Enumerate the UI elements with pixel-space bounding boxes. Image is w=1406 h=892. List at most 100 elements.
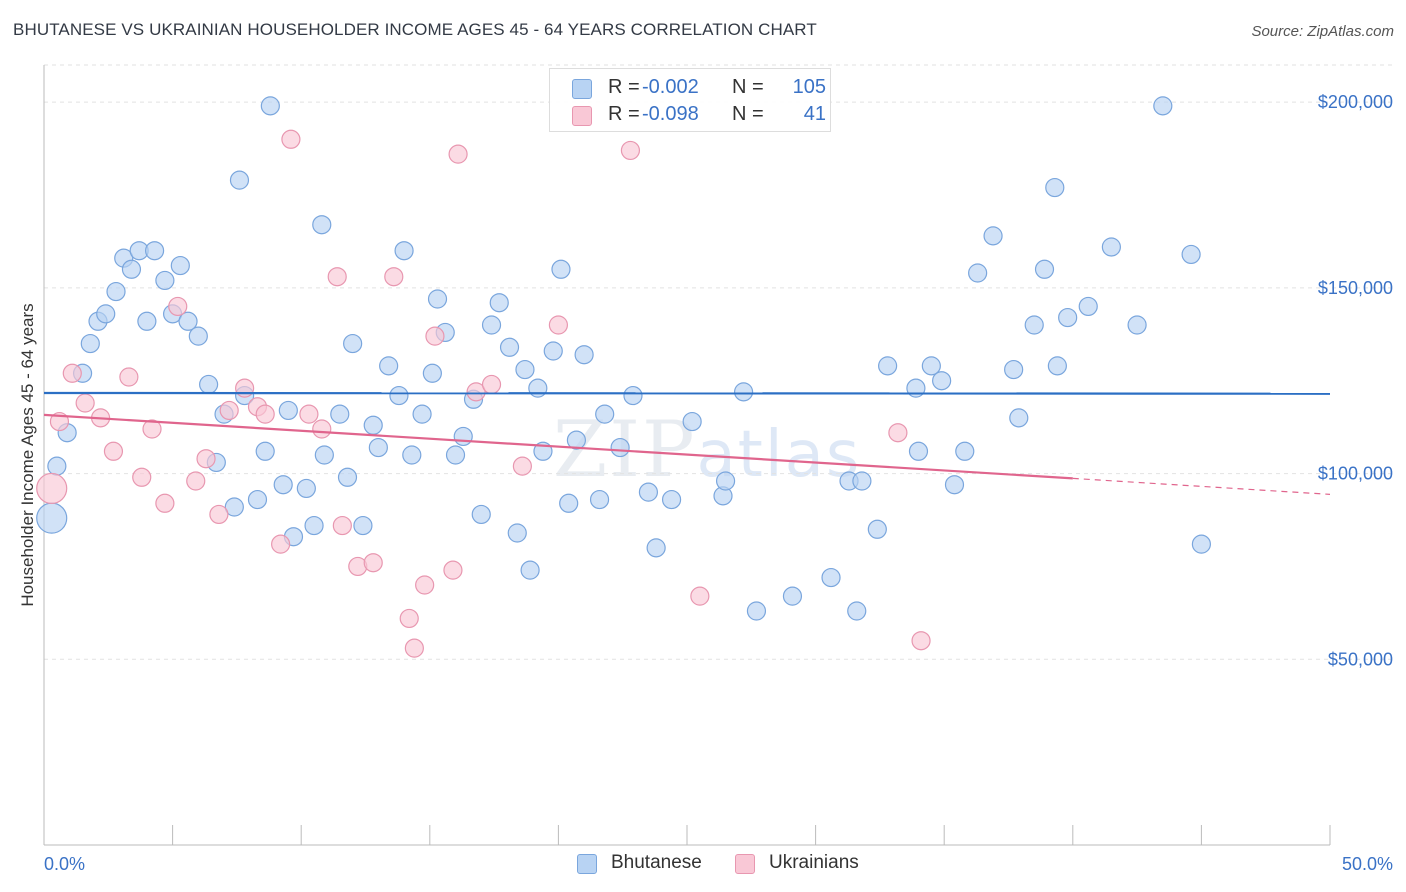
data-point-bhutanese <box>589 489 610 510</box>
data-point-bhutanese <box>260 96 280 116</box>
data-point-ukrainians <box>168 296 188 317</box>
data-point-bhutanese <box>96 304 116 324</box>
data-point-bhutanese <box>847 601 867 621</box>
data-point-ukrainians <box>911 631 931 651</box>
data-point-bhutanese <box>1181 244 1201 265</box>
data-point-bhutanese <box>1153 96 1173 116</box>
data-point-bhutanese <box>520 560 540 580</box>
data-point-bhutanese <box>610 437 630 458</box>
data-point-ukrainians <box>425 326 445 346</box>
data-point-bhutanese <box>330 404 350 424</box>
data-point-bhutanese <box>1191 534 1212 554</box>
data-point-bhutanese <box>1058 307 1078 328</box>
data-point-ukrainians <box>312 419 332 439</box>
data-point-bhutanese <box>595 404 615 424</box>
data-point-bhutanese <box>224 497 244 517</box>
data-point-bhutanese <box>379 356 399 376</box>
y-tick-label: $100,000 <box>1318 464 1393 484</box>
grid-lines <box>44 64 1395 660</box>
data-point-bhutanese <box>137 311 157 331</box>
data-point-ukrainians <box>155 493 175 513</box>
data-point-ukrainians <box>690 586 710 606</box>
data-point-bhutanese <box>1047 356 1067 376</box>
data-point-bhutanese <box>821 567 841 588</box>
data-point-bhutanese <box>1034 259 1055 279</box>
data-point-bhutanese <box>968 263 988 283</box>
data-point-ukrainians <box>481 374 502 395</box>
data-point-bhutanese <box>273 475 293 495</box>
data-point-bhutanese <box>908 441 929 461</box>
data-point-ukrainians <box>327 267 347 287</box>
series-bhutanese <box>36 96 1212 621</box>
y-tick-label: $200,000 <box>1318 92 1393 112</box>
data-point-bhutanese <box>489 293 509 313</box>
data-point-bhutanese <box>623 385 643 406</box>
y-tick-label: $150,000 <box>1318 278 1393 298</box>
data-point-ukrainians <box>404 638 424 658</box>
data-point-bhutanese <box>867 519 887 539</box>
data-point-bhutanese <box>106 281 126 302</box>
data-point-bhutanese <box>229 170 250 190</box>
data-point-ukrainians <box>448 144 468 164</box>
data-point-bhutanese <box>178 311 198 331</box>
tick-labels: $50,000 $100,000 $150,000 $200,000 0.0% 50.0% <box>44 92 1393 874</box>
data-point-bhutanese <box>559 493 579 513</box>
data-point-ukrainians <box>119 367 139 387</box>
data-point-bhutanese <box>1009 408 1029 428</box>
data-point-bhutanese <box>343 333 363 354</box>
data-point-bhutanese <box>566 430 587 450</box>
data-point-bhutanese <box>955 441 975 461</box>
data-point-ukrainians <box>363 553 383 573</box>
data-point-ukrainians <box>132 467 152 487</box>
data-point-bhutanese <box>353 515 373 536</box>
legend-swatch-ukrainians <box>572 106 592 126</box>
x-tick-label: 0.0% <box>44 854 85 874</box>
data-point-bhutanese <box>499 337 520 357</box>
data-point-bhutanese <box>255 441 275 461</box>
data-point-bhutanese <box>746 601 767 621</box>
legend-swatch-bhutanese <box>572 79 592 99</box>
data-point-bhutanese <box>188 326 208 346</box>
data-point-bhutanese <box>1127 315 1147 335</box>
data-point-ukrainians <box>75 393 95 413</box>
axes <box>43 65 1331 846</box>
legend-r-label: R = <box>608 103 640 125</box>
data-point-bhutanese <box>733 382 754 402</box>
data-point-ukrainians <box>142 419 162 439</box>
data-point-bhutanese <box>144 241 165 261</box>
data-point-bhutanese <box>247 489 268 510</box>
data-point-bhutanese <box>515 359 535 380</box>
data-point-bhutanese <box>782 586 803 606</box>
data-point-bhutanese <box>471 504 491 525</box>
data-point-bhutanese <box>368 437 388 458</box>
legend-n-label: N = <box>732 76 764 98</box>
data-point-bhutanese <box>445 445 466 465</box>
watermark: ZIPatlas <box>553 405 861 495</box>
data-point-bhutanese <box>314 445 334 465</box>
data-point-bhutanese <box>682 411 702 432</box>
data-point-ukrainians <box>415 575 435 595</box>
trend-line-bhutanese <box>43 391 1331 395</box>
data-point-ukrainians <box>219 400 239 421</box>
data-point-bhutanese <box>646 538 666 558</box>
source-note: Source: ZipAtlas.com <box>1251 23 1394 40</box>
data-point-bhutanese <box>574 345 594 365</box>
data-point-bhutanese <box>1024 315 1044 335</box>
legend-r-value: -0.002 <box>642 76 699 98</box>
data-point-ukrainians <box>281 129 301 149</box>
y-tick-label: $50,000 <box>1328 649 1393 669</box>
data-point-bhutanese <box>507 523 527 543</box>
data-point-bhutanese <box>47 456 67 476</box>
data-point-bhutanese <box>155 270 175 291</box>
data-point-bhutanese <box>1078 296 1098 317</box>
data-point-ukrainians <box>36 472 68 505</box>
data-point-ukrainians <box>62 363 82 383</box>
data-point-bhutanese <box>36 502 68 534</box>
data-point-ukrainians <box>466 382 486 402</box>
legend-r-label: R = <box>608 76 640 98</box>
data-point-ukrainians <box>255 404 275 424</box>
legend-r-value: -0.098 <box>642 103 699 125</box>
legend-n-label: N = <box>732 103 764 125</box>
data-point-bhutanese <box>337 467 358 487</box>
